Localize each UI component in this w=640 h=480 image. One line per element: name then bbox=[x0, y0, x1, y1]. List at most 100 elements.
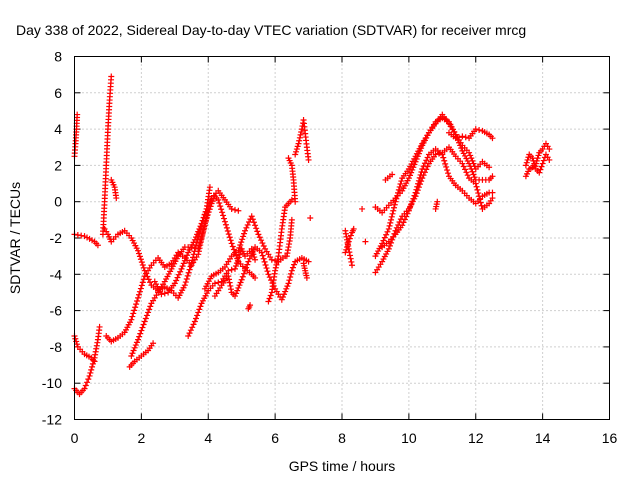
data-point bbox=[267, 292, 274, 299]
data-point bbox=[226, 234, 233, 241]
data-point bbox=[197, 223, 204, 230]
data-point bbox=[405, 175, 412, 182]
data-point bbox=[413, 156, 420, 163]
data-point bbox=[89, 363, 96, 370]
data-point bbox=[344, 241, 351, 248]
data-point bbox=[469, 157, 476, 164]
data-point bbox=[178, 265, 185, 272]
data-point bbox=[278, 296, 285, 303]
data-point bbox=[201, 211, 208, 218]
data-point bbox=[537, 166, 544, 173]
data-point bbox=[182, 254, 189, 261]
data-point bbox=[287, 274, 294, 281]
data-point bbox=[136, 253, 143, 260]
data-point bbox=[292, 151, 299, 158]
data-point bbox=[136, 333, 143, 340]
data-point bbox=[202, 208, 209, 215]
data-point bbox=[452, 135, 459, 142]
data-point bbox=[408, 169, 415, 176]
data-point bbox=[246, 255, 253, 262]
x-tick-label: 10 bbox=[401, 430, 417, 446]
data-point bbox=[132, 342, 139, 349]
data-point bbox=[186, 266, 193, 273]
data-point bbox=[138, 282, 145, 289]
y-tick-labels: -12 -10 -8 -6 -4 -2 0 2 4 6 8 bbox=[42, 49, 62, 428]
data-point bbox=[419, 166, 426, 173]
data-point bbox=[305, 258, 312, 265]
data-point bbox=[236, 251, 243, 258]
data-point bbox=[195, 245, 202, 252]
data-point bbox=[445, 170, 452, 177]
data-point bbox=[147, 303, 154, 310]
data-point bbox=[459, 160, 466, 167]
data-point bbox=[260, 255, 267, 262]
data-point bbox=[265, 298, 272, 305]
data-point bbox=[74, 231, 81, 238]
data-point bbox=[197, 303, 204, 310]
data-point bbox=[410, 164, 417, 171]
data-point bbox=[84, 379, 91, 386]
data-point bbox=[282, 288, 289, 295]
data-point bbox=[130, 310, 137, 317]
data-point bbox=[194, 231, 201, 238]
data-point bbox=[234, 287, 241, 294]
data-point bbox=[235, 284, 242, 291]
data-point bbox=[288, 267, 295, 274]
data-point bbox=[135, 247, 142, 254]
data-point bbox=[464, 172, 471, 179]
data-point bbox=[439, 151, 446, 158]
chart-title: Day 338 of 2022, Sidereal Day-to-day VTE… bbox=[16, 22, 526, 38]
data-point bbox=[536, 169, 543, 176]
data-point bbox=[74, 111, 81, 118]
data-point bbox=[198, 234, 205, 241]
y-axis-title: SDTVAR / TECUs bbox=[7, 182, 23, 294]
data-point bbox=[201, 225, 208, 232]
data-point bbox=[414, 183, 421, 190]
data-point bbox=[264, 268, 271, 275]
data-point bbox=[232, 265, 238, 272]
data-point bbox=[194, 312, 201, 319]
data-point bbox=[196, 225, 203, 232]
data-point bbox=[133, 301, 140, 308]
data-point bbox=[418, 145, 425, 152]
data-point bbox=[200, 214, 207, 221]
data-point bbox=[240, 233, 247, 240]
data-point bbox=[347, 255, 354, 262]
data-point bbox=[462, 134, 469, 141]
y-tick-label: 8 bbox=[54, 49, 62, 65]
data-point bbox=[256, 234, 263, 241]
data-point bbox=[262, 261, 269, 268]
data-point bbox=[540, 157, 547, 164]
data-point bbox=[412, 189, 419, 196]
data-point bbox=[196, 239, 203, 246]
data-point bbox=[235, 247, 242, 254]
data-point bbox=[227, 282, 234, 289]
data-point bbox=[198, 220, 205, 227]
data-point bbox=[359, 205, 366, 212]
data-point bbox=[145, 309, 152, 316]
data-point bbox=[401, 216, 408, 223]
data-point bbox=[393, 195, 400, 202]
data-point bbox=[417, 147, 424, 154]
data-point bbox=[255, 231, 262, 238]
data-point bbox=[143, 312, 150, 319]
data-point bbox=[201, 222, 208, 229]
data-point bbox=[128, 352, 135, 359]
data-point bbox=[388, 216, 395, 223]
data-point bbox=[243, 264, 250, 271]
data-point bbox=[136, 288, 143, 295]
data-point bbox=[135, 250, 142, 257]
x-tick-label: 6 bbox=[271, 430, 279, 446]
data-point bbox=[252, 274, 259, 281]
data-point bbox=[409, 166, 416, 173]
data-point bbox=[421, 160, 428, 167]
data-point bbox=[250, 246, 257, 253]
data-point bbox=[216, 199, 223, 206]
data-point bbox=[139, 261, 146, 268]
data-point bbox=[113, 195, 120, 202]
data-point bbox=[224, 227, 231, 234]
data-point bbox=[227, 237, 234, 244]
data-point bbox=[195, 309, 202, 316]
data-point bbox=[296, 137, 303, 144]
